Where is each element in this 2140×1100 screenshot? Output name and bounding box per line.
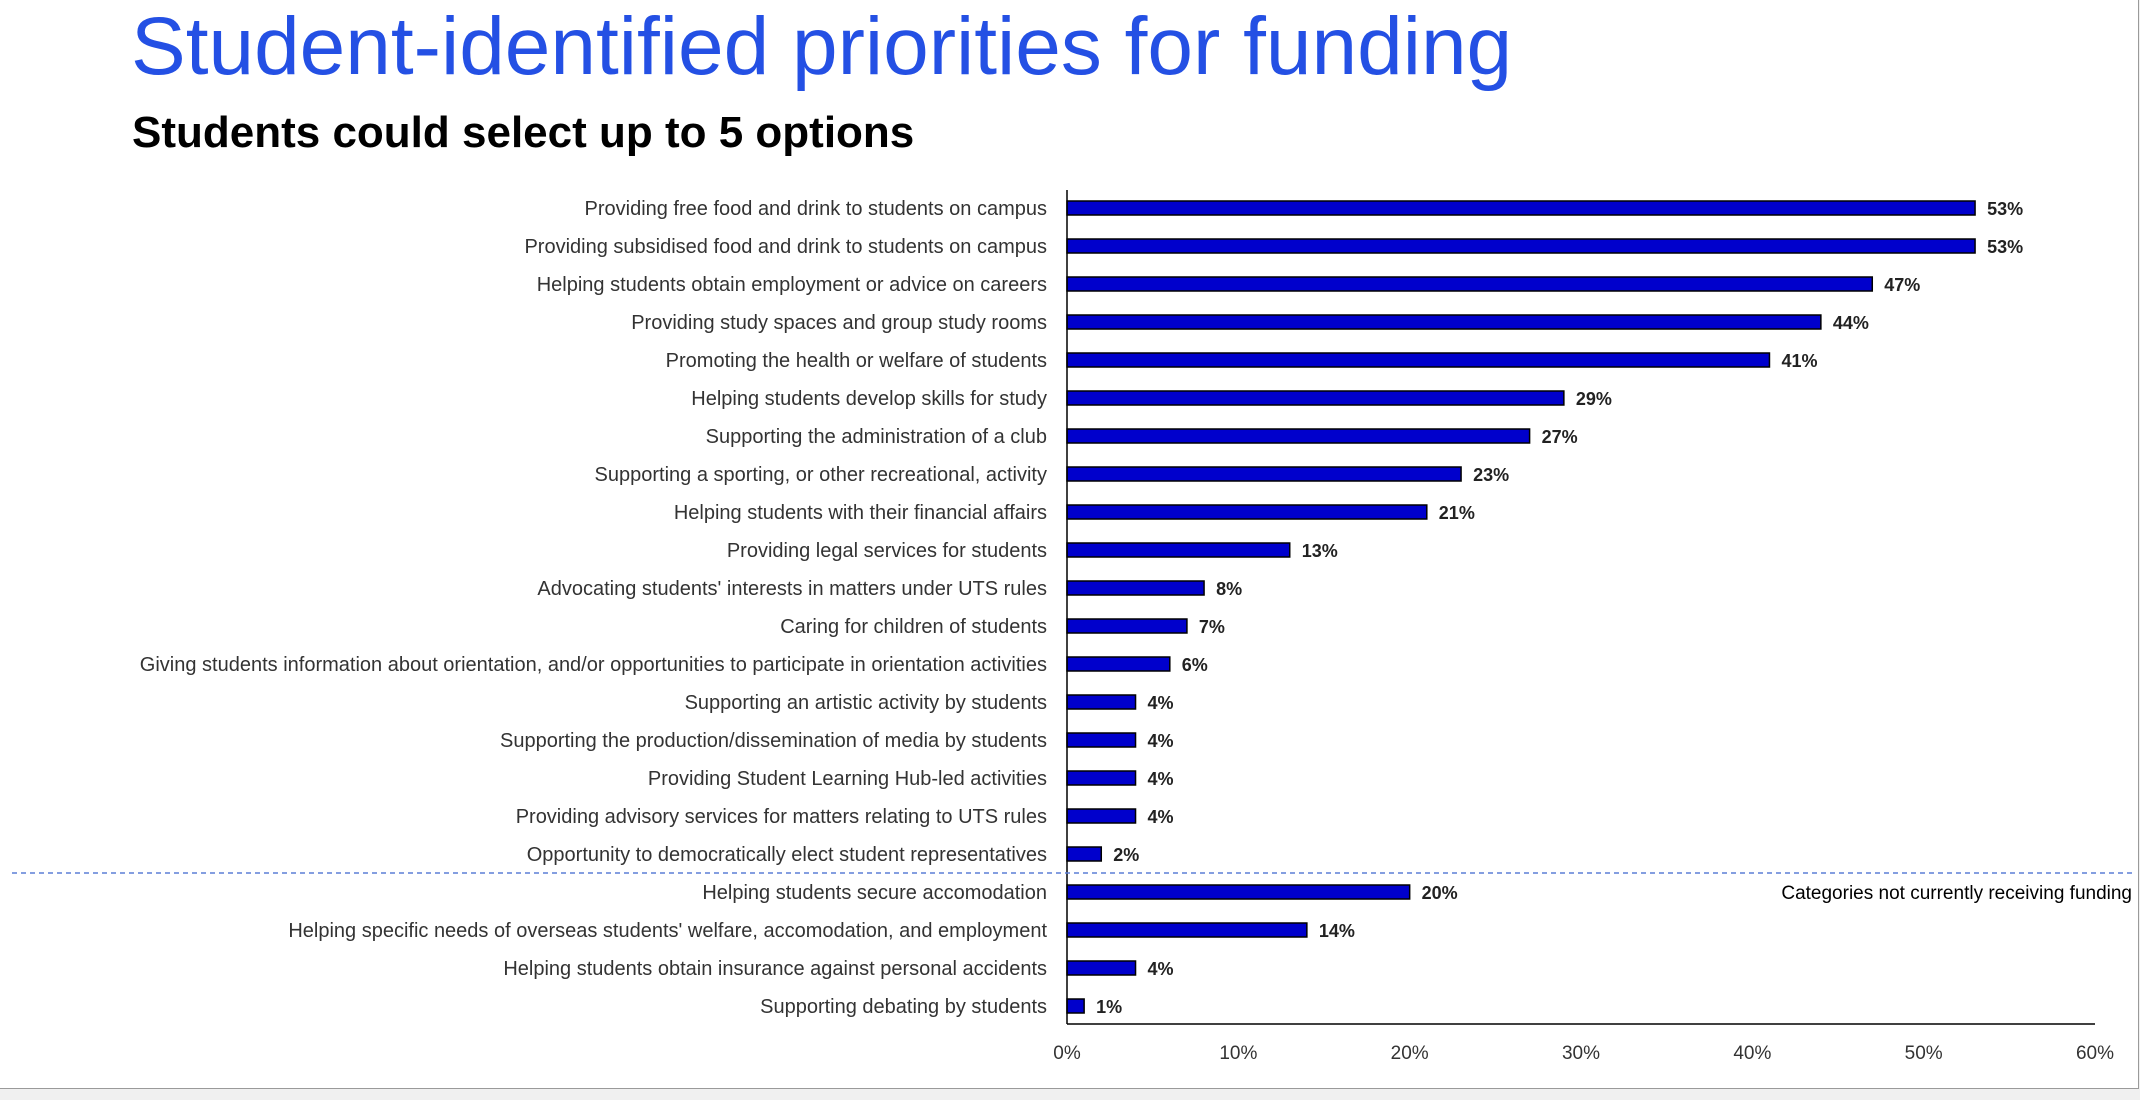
bar [1066, 656, 1171, 672]
category-label: Helping specific needs of overseas stude… [288, 920, 1047, 942]
bar [1066, 884, 1411, 900]
category-label: Providing subsidised food and drink to s… [524, 236, 1047, 258]
value-label: 8% [1216, 579, 1242, 599]
category-label: Providing free food and drink to student… [585, 198, 1048, 220]
category-label: Helping students obtain employment or ad… [537, 274, 1047, 296]
category-label: Giving students information about orient… [140, 654, 1047, 676]
category-label: Providing Student Learning Hub-led activ… [648, 768, 1047, 790]
x-tick-label: 50% [1905, 1043, 1943, 1064]
bar [1066, 352, 1771, 368]
x-tick-label: 20% [1391, 1043, 1429, 1064]
category-label: Supporting a sporting, or other recreati… [595, 464, 1047, 486]
value-label: 53% [1987, 237, 2023, 257]
category-label: Caring for children of students [780, 616, 1047, 638]
bar [1066, 846, 1103, 862]
category-label: Providing legal services for students [727, 540, 1047, 562]
category-label: Providing study spaces and group study r… [631, 312, 1047, 334]
value-label: 4% [1148, 959, 1174, 979]
value-label: 7% [1199, 617, 1225, 637]
category-label: Helping students with their financial af… [674, 502, 1047, 524]
x-tick-label: 40% [1733, 1043, 1771, 1064]
value-label: 44% [1833, 313, 1869, 333]
value-label: 21% [1439, 503, 1475, 523]
value-label: 53% [1987, 199, 2023, 219]
bar [1066, 428, 1531, 444]
category-label: Opportunity to democratically elect stud… [527, 844, 1047, 866]
value-label: 47% [1884, 275, 1920, 295]
category-label: Providing advisory services for matters … [516, 806, 1047, 828]
value-label: 20% [1422, 883, 1458, 903]
bar [1066, 770, 1137, 786]
category-label: Promoting the health or welfare of stude… [666, 350, 1047, 372]
x-tick-label: 30% [1562, 1043, 1600, 1064]
category-label: Supporting the administration of a club [706, 426, 1047, 448]
category-label: Supporting debating by students [760, 996, 1047, 1018]
bar [1066, 276, 1874, 292]
bar [1066, 960, 1137, 976]
value-label: 29% [1576, 389, 1612, 409]
slide-title: Student-identified priorities for fundin… [131, 1, 1513, 92]
bar [1066, 618, 1188, 634]
bar [1066, 694, 1137, 710]
category-label: Helping students obtain insurance agains… [503, 958, 1047, 980]
bar [1066, 998, 1085, 1014]
category-label: Supporting the production/dissemination … [500, 730, 1047, 752]
x-tick-label: 60% [2076, 1043, 2114, 1064]
bar [1066, 922, 1308, 938]
annotation-label: Categories not currently receiving fundi… [1781, 883, 2132, 904]
bar [1066, 808, 1137, 824]
bar [1066, 504, 1428, 520]
bar [1066, 580, 1205, 596]
category-label: Helping students secure accomodation [702, 882, 1047, 904]
value-label: 6% [1182, 655, 1208, 675]
value-label: 14% [1319, 921, 1355, 941]
x-tick-label: 0% [1053, 1043, 1081, 1064]
x-tick-label: 10% [1219, 1043, 1257, 1064]
category-label: Helping students develop skills for stud… [691, 388, 1047, 410]
value-label: 4% [1148, 807, 1174, 827]
bar [1066, 466, 1462, 482]
category-label: Advocating students' interests in matter… [537, 578, 1047, 600]
value-label: 2% [1113, 845, 1139, 865]
bar [1066, 542, 1291, 558]
value-label: 41% [1781, 351, 1817, 371]
value-label: 27% [1542, 427, 1578, 447]
value-label: 1% [1096, 997, 1122, 1017]
value-label: 4% [1148, 731, 1174, 751]
bar [1066, 238, 1976, 254]
value-label: 13% [1302, 541, 1338, 561]
bar [1066, 314, 1822, 330]
slide-subtitle: Students could select up to 5 options [132, 108, 915, 157]
category-label: Supporting an artistic activity by stude… [685, 692, 1047, 714]
bar [1066, 390, 1565, 406]
bar [1066, 732, 1137, 748]
value-label: 23% [1473, 465, 1509, 485]
value-label: 4% [1148, 693, 1174, 713]
value-label: 4% [1148, 769, 1174, 789]
bar [1066, 200, 1976, 216]
